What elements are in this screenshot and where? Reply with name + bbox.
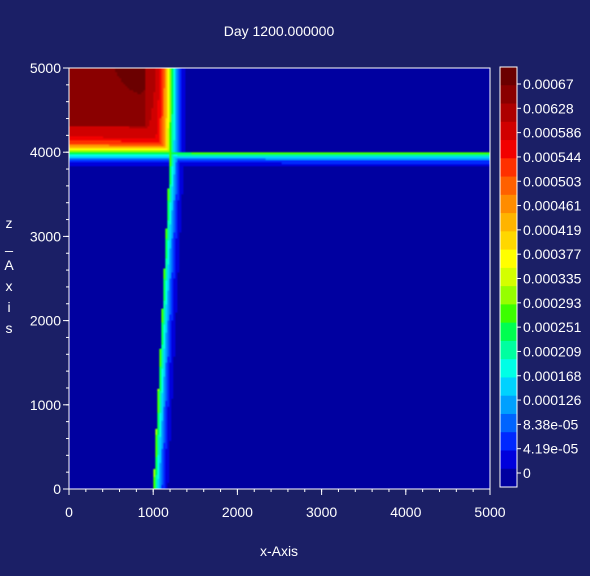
colorbar-swatch — [500, 140, 517, 159]
y-tick-label: 2000 — [30, 313, 61, 329]
x-tick-label: 0 — [65, 504, 73, 520]
colorbar-swatch — [500, 377, 517, 397]
y-axis: 0 1000 2000 3000 4000 5000 — [30, 60, 69, 497]
colorbar-swatch — [500, 194, 517, 214]
colorbar-swatch — [500, 413, 517, 433]
x-tick-label: 4000 — [390, 504, 421, 520]
x-tick-label: 5000 — [474, 504, 505, 520]
colorbar-label: 0.00628 — [523, 100, 574, 116]
colorbar-label: 0.000168 — [523, 368, 582, 384]
colorbar-label: 4.19e-05 — [523, 441, 578, 457]
colorbar-label: 0.000544 — [523, 149, 582, 165]
colorbar-swatch — [500, 286, 517, 305]
colorbar-label: 8.38e-05 — [523, 416, 578, 432]
contour-field-image — [69, 68, 490, 489]
x-axis-label: x-Axis — [260, 543, 298, 559]
colorbar-swatch — [500, 213, 517, 232]
y-tick-label: 4000 — [30, 144, 61, 160]
colorbar-label: 0.000126 — [523, 392, 582, 408]
colorbar-swatch — [500, 304, 517, 324]
x-tick-label: 3000 — [306, 504, 337, 520]
colorbar-label: 0.000251 — [523, 319, 582, 335]
plot-frame — [68, 67, 491, 490]
colorbar-swatch — [500, 395, 517, 415]
contour-field — [69, 68, 490, 489]
x-axis: 0 1000 2000 3000 4000 5000 — [65, 489, 506, 520]
colorbar-swatch — [500, 85, 517, 105]
colorbar-label: 0.000335 — [523, 271, 582, 287]
colorbar-swatch — [500, 340, 517, 360]
colorbar-label: 0 — [523, 465, 531, 481]
x-tick-label: 1000 — [138, 504, 169, 520]
y-axis-label: z _ Axis — [4, 215, 14, 336]
y-axis-label-char: s — [6, 320, 13, 336]
colorbar-swatch — [500, 103, 517, 123]
colorbar-label: 0.000209 — [523, 343, 582, 359]
colorbar-swatch — [500, 121, 517, 141]
y-axis-label-char: i — [7, 299, 10, 315]
y-axis-label-char: A — [4, 257, 14, 273]
colorbar-swatch — [500, 468, 517, 488]
x-tick-label: 2000 — [222, 504, 253, 520]
colorbar-swatch — [500, 322, 517, 342]
colorbar-swatch — [500, 67, 517, 86]
colorbar-label: 0.00067 — [523, 76, 574, 92]
colorbar-label: 0.000586 — [523, 125, 582, 141]
y-axis-label-char: x — [6, 278, 13, 294]
y-tick-label: 3000 — [30, 228, 61, 244]
colorbar-frame — [499, 66, 518, 488]
y-axis-label-char: z — [6, 215, 13, 231]
y-tick-label: 5000 — [30, 60, 61, 76]
colorbar-label: 0.000503 — [523, 173, 582, 189]
colorbar-swatch — [500, 359, 517, 378]
colorbar-swatch — [500, 432, 517, 451]
colorbar-label: 0.000377 — [523, 246, 582, 262]
colorbar-swatch — [500, 158, 517, 178]
colorbar-label: 0.000419 — [523, 222, 582, 238]
colorbar-swatch — [500, 176, 517, 196]
chart-title: Day 1200.000000 — [224, 23, 335, 39]
y-axis-label-char: _ — [4, 236, 13, 252]
colorbar-swatch — [500, 249, 517, 269]
colorbar-labels: 0.00067 0.00628 0.000586 0.000544 0.000503 0.… — [517, 76, 582, 481]
y-tick-label: 0 — [53, 481, 61, 497]
y-tick-label: 1000 — [30, 397, 61, 413]
colorbar-label: 0.000293 — [523, 295, 582, 311]
colorbar-label: 0.000461 — [523, 198, 582, 214]
colorbar-swatch — [500, 231, 517, 251]
colorbar — [499, 66, 518, 488]
colorbar-swatch — [500, 267, 517, 287]
colorbar-swatch — [500, 450, 517, 470]
